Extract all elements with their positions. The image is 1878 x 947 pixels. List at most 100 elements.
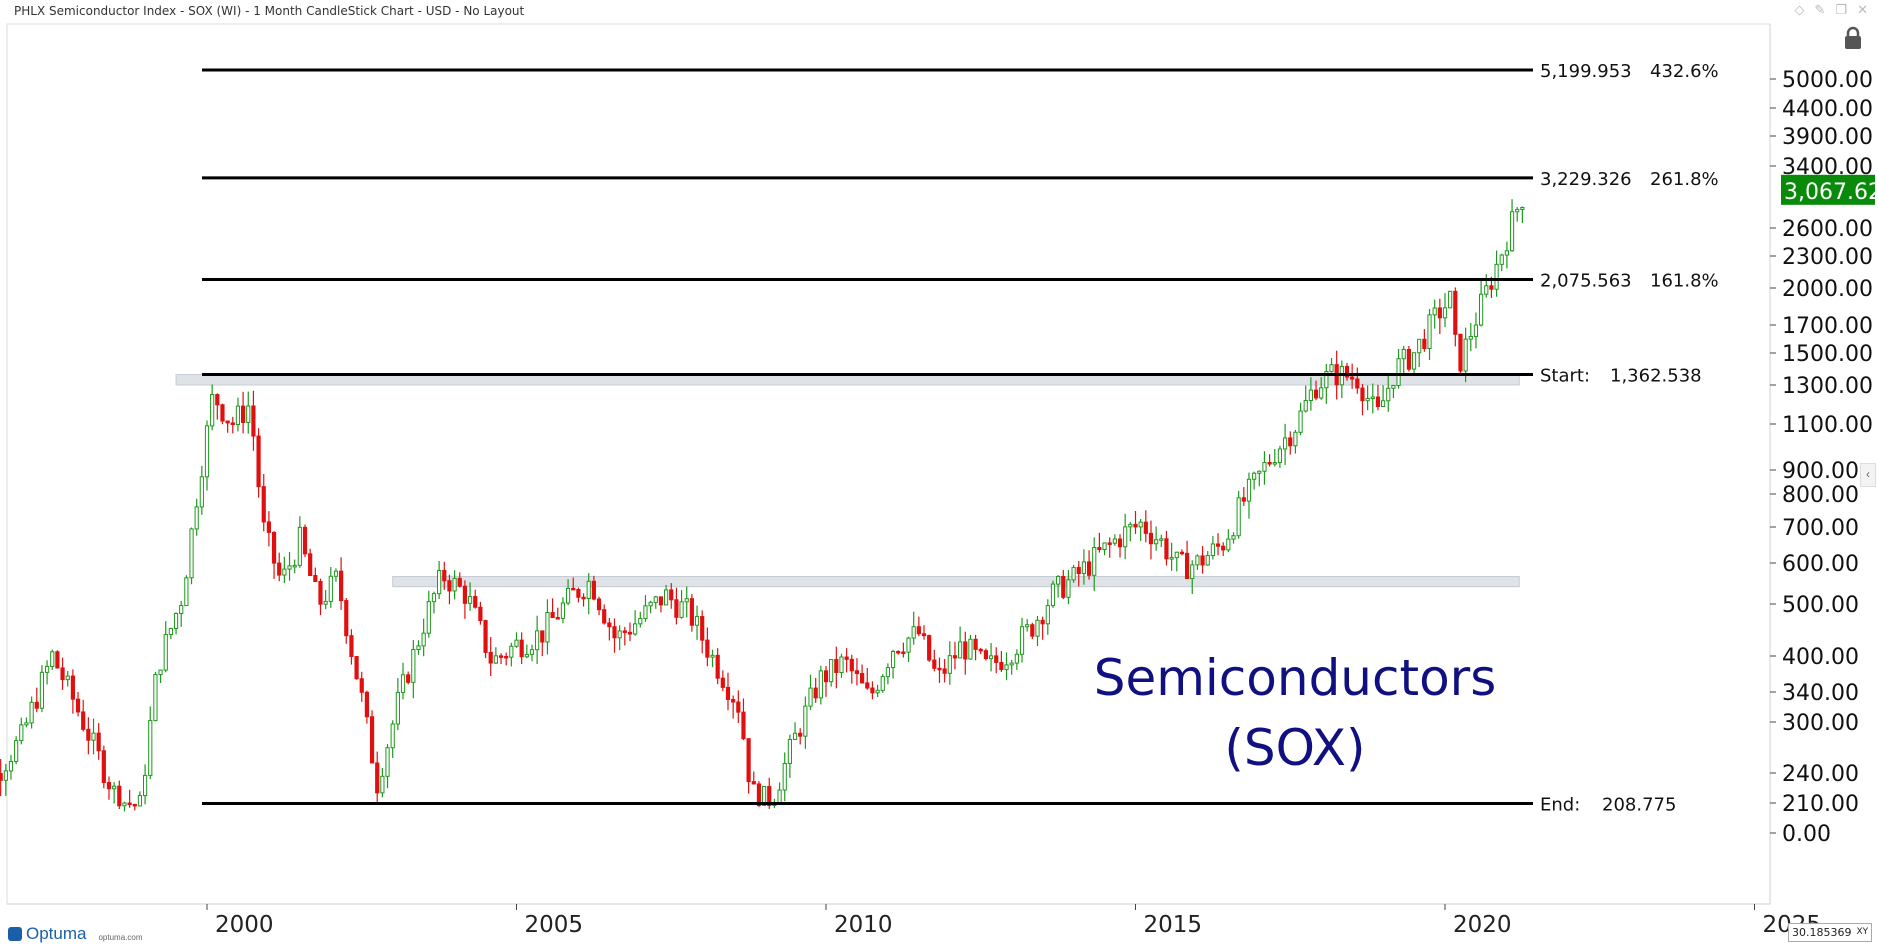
level-label: End: <box>1540 794 1580 815</box>
candle-body <box>1097 547 1102 551</box>
candle-body <box>803 705 808 737</box>
candlestick-series <box>0 199 1525 812</box>
candle-body <box>70 675 75 700</box>
candle-body <box>540 630 545 643</box>
last-price-tag: 3,067.62 <box>1781 174 1878 205</box>
candle-body <box>1365 397 1370 402</box>
candle-body <box>153 674 158 722</box>
candle-body <box>328 575 333 602</box>
candle-body <box>1515 208 1520 213</box>
candle-body <box>1396 358 1401 386</box>
candle-body <box>127 802 132 806</box>
candle-body <box>1468 335 1473 340</box>
candle-body <box>1453 290 1458 335</box>
candle-body <box>1221 545 1226 551</box>
x-axis: 200020052010201520202025 <box>206 904 1821 938</box>
pin-icon[interactable]: ✎ <box>1814 2 1826 17</box>
y-tick-label: 1300.00 <box>1782 374 1873 399</box>
candle-body <box>1313 389 1319 399</box>
candle-body <box>1169 557 1174 560</box>
candle-body <box>1442 307 1448 319</box>
candle-body <box>163 634 168 671</box>
lock-icon[interactable] <box>1842 26 1864 50</box>
candle-body <box>1252 472 1257 480</box>
candle-body <box>1319 387 1324 399</box>
candle-body <box>705 639 710 658</box>
candle-body <box>168 628 173 636</box>
level-value: 432.6% <box>1650 61 1719 82</box>
y-tick-label: 340.00 <box>1782 681 1859 706</box>
x-tick-label: 2020 <box>1453 912 1512 938</box>
candle-body <box>798 732 803 737</box>
candle-body <box>612 626 617 639</box>
candle-body <box>725 686 731 701</box>
candle-body <box>473 596 478 608</box>
candle-body <box>720 677 725 688</box>
candle-body <box>1479 293 1484 326</box>
candle-body <box>576 589 581 598</box>
candle-body <box>390 723 395 749</box>
candle-body <box>1056 575 1061 585</box>
candle-body <box>241 405 246 423</box>
candle-body <box>700 616 705 641</box>
candle-body <box>1102 542 1107 551</box>
candle-body <box>1401 348 1406 360</box>
candle-body <box>297 526 302 566</box>
candle-body <box>287 565 292 570</box>
xy-mode-toggle[interactable]: XY <box>1856 927 1869 937</box>
candle-body <box>189 528 194 579</box>
x-tick-label: 2010 <box>834 912 893 938</box>
y-tick-label: 3900.00 <box>1782 125 1873 150</box>
support-zone <box>175 374 1520 386</box>
optuma-logo: Optuma optuma.com <box>8 924 143 944</box>
candle-body <box>1282 437 1288 450</box>
candle-body <box>1324 371 1329 389</box>
candle-body <box>122 802 127 807</box>
candle-body <box>1210 543 1215 557</box>
candle-body <box>1386 387 1391 402</box>
coordinate-readout[interactable]: 30.185369 XY <box>1788 923 1873 942</box>
candle-body <box>1086 561 1092 576</box>
candle-body <box>308 553 313 577</box>
candle-body <box>1231 535 1236 540</box>
candle-body <box>633 623 638 635</box>
level-value: 261.8% <box>1650 169 1719 190</box>
candle-body <box>498 655 504 658</box>
candle-body <box>1448 290 1453 309</box>
candle-body <box>29 701 34 724</box>
candle-body <box>137 795 143 807</box>
candle-body <box>452 577 457 592</box>
level-label: 5,199.953 <box>1540 61 1632 82</box>
y-tick-label: 1100.00 <box>1782 413 1873 438</box>
candle-body <box>1184 552 1190 580</box>
level-value: 208.775 <box>1602 794 1676 815</box>
level-value: 1,362.538 <box>1610 365 1702 386</box>
candle-body <box>215 394 220 406</box>
last-price-box <box>1781 174 1875 205</box>
candle-body <box>34 701 39 709</box>
candle-body <box>75 698 81 713</box>
candle-body <box>143 774 148 797</box>
candle-body <box>1123 526 1128 548</box>
candle-body <box>323 600 328 605</box>
candle-body <box>545 612 550 643</box>
candle-body <box>958 641 963 659</box>
y-tick-label: 500.00 <box>1782 593 1859 618</box>
candle-body <box>1494 263 1499 290</box>
candle-body <box>1014 653 1019 664</box>
close-icon[interactable]: ✕ <box>1857 2 1868 17</box>
candle-body <box>271 531 277 564</box>
collapse-panel-icon[interactable]: ‹ <box>1860 463 1876 487</box>
candle-body <box>1004 664 1009 671</box>
candle-body <box>1035 619 1040 637</box>
diamond-icon[interactable]: ◇ <box>1794 2 1805 17</box>
y-tick-label: 400.00 <box>1782 645 1859 670</box>
candle-body <box>256 435 261 488</box>
candle-body <box>1370 396 1375 399</box>
y-tick-label: 300.00 <box>1782 711 1859 736</box>
candle-body <box>1344 365 1350 378</box>
candle-body <box>1288 437 1293 447</box>
y-tick-label: 2300.00 <box>1782 245 1873 270</box>
restore-icon[interactable]: ❐ <box>1835 2 1848 17</box>
